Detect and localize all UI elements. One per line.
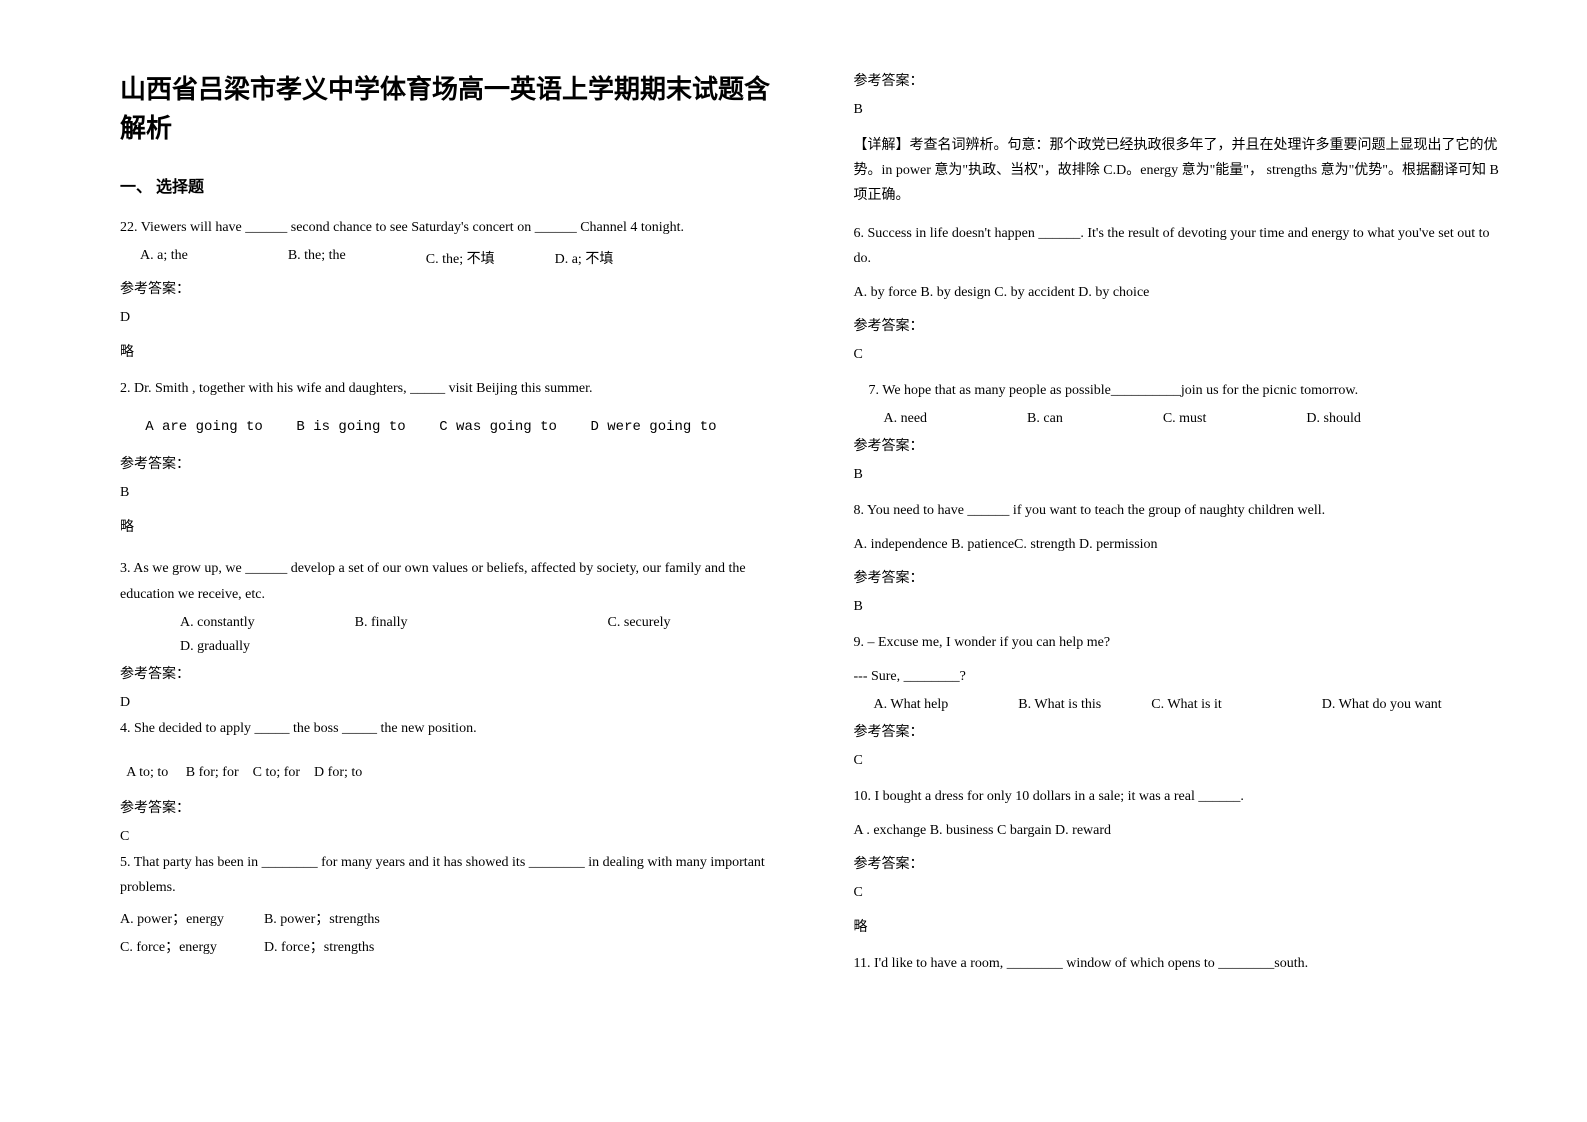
q3-opt-d: D. gradually <box>180 639 250 655</box>
q22-omitted: 略 <box>120 341 774 361</box>
q22-opt-b: B. the; the <box>288 248 346 268</box>
q2-answer: B <box>120 485 774 501</box>
q10-omitted: 略 <box>854 916 1508 936</box>
q5-explanation: 【详解】考查名词辨析。句意：那个政党已经执政很多年了，并且在处理许多重要问题上显… <box>854 133 1508 209</box>
question-7-options: A. need B. can C. must D. should <box>854 411 1508 427</box>
document-title: 山西省吕梁市孝义中学体育场高一英语上学期期末试题含解析 <box>120 70 774 148</box>
q7-opt-d: D. should <box>1306 411 1360 427</box>
q22-opt-a: A. a; the <box>140 248 188 268</box>
q3-opt-a: A. constantly <box>180 615 255 631</box>
q5-opt-c: C. force；energy <box>120 936 217 956</box>
q8-answer-label: 参考答案： <box>854 567 1508 587</box>
q7-answer-label: 参考答案： <box>854 435 1508 455</box>
q8-answer: B <box>854 599 1508 615</box>
q6-answer-label: 参考答案： <box>854 315 1508 335</box>
q4-answer: C <box>120 829 774 845</box>
q5-opt-b: B. power；strengths <box>264 908 380 928</box>
q7-answer: B <box>854 467 1508 483</box>
q3-answer-label: 参考答案： <box>120 663 774 683</box>
question-5-text: 5. That party has been in ________ for m… <box>120 850 774 900</box>
q3-answer: D <box>120 695 774 711</box>
q4-answer-label: 参考答案： <box>120 797 774 817</box>
question-4-options: A to; to B for; for C to; for D for; to <box>120 759 774 787</box>
q7-opt-b: B. can <box>1027 411 1063 427</box>
q22-opt-c: C. the; 不填 <box>426 248 495 268</box>
question-8-options: A. independence B. patienceC. strength D… <box>854 531 1508 559</box>
question-3-text: 3. As we grow up, we ______ develop a se… <box>120 556 774 606</box>
right-column: 参考答案： B 【详解】考查名词辨析。句意：那个政党已经执政很多年了，并且在处理… <box>814 70 1528 1082</box>
left-column: 山西省吕梁市孝义中学体育场高一英语上学期期末试题含解析 一、 选择题 22. V… <box>100 70 814 1082</box>
q2-omitted: 略 <box>120 516 774 536</box>
question-10-options: A . exchange B. business C bargain D. re… <box>854 817 1508 845</box>
question-22-text: 22. Viewers will have ______ second chan… <box>120 215 774 240</box>
q2-answer-label: 参考答案： <box>120 453 774 473</box>
q5-opt-a: A. power；energy <box>120 908 224 928</box>
q5-opt-d: D. force；strengths <box>264 936 374 956</box>
q9-opt-c: C. What is it <box>1151 697 1222 713</box>
question-10-text: 10. I bought a dress for only 10 dollars… <box>854 784 1508 809</box>
section-heading: 一、 选择题 <box>120 173 774 197</box>
q22-opt-d: D. a; 不填 <box>555 248 614 268</box>
q22-answer: D <box>120 310 774 326</box>
question-6-options: A. by force B. by design C. by accident … <box>854 279 1508 307</box>
question-5-options-row2: C. force；energy D. force；strengths <box>120 936 774 956</box>
q9-answer: C <box>854 753 1508 769</box>
q10-answer: C <box>854 885 1508 901</box>
q6-answer: C <box>854 347 1508 363</box>
question-3-options-row1: A. constantly B. finally C. securely <box>120 615 774 631</box>
q3-opt-c: C. securely <box>608 615 671 631</box>
question-7-text: 7. We hope that as many people as possib… <box>854 378 1508 403</box>
question-2-options: A are going to B is going to C was going… <box>120 419 774 435</box>
question-9-text1: 9. – Excuse me, I wonder if you can help… <box>854 630 1508 655</box>
question-22-options: A. a; the B. the; the C. the; 不填 D. a; 不… <box>120 248 774 268</box>
question-6-text: 6. Success in life doesn't happen ______… <box>854 221 1508 271</box>
q9-opt-d: D. What do you want <box>1322 697 1442 713</box>
question-4-text: 4. She decided to apply _____ the boss _… <box>120 716 774 741</box>
question-11-text: 11. I'd like to have a room, ________ wi… <box>854 951 1508 976</box>
q9-opt-a: A. What help <box>874 697 949 713</box>
question-9-text2: --- Sure, ________? <box>854 664 1508 689</box>
question-5-options-row1: A. power；energy B. power；strengths <box>120 908 774 928</box>
question-3-options-row2: D. gradually <box>120 639 774 655</box>
q9-opt-b: B. What is this <box>1018 697 1101 713</box>
question-9-options: A. What help B. What is this C. What is … <box>854 697 1508 713</box>
question-8-text: 8. You need to have ______ if you want t… <box>854 498 1508 523</box>
q9-answer-label: 参考答案： <box>854 721 1508 741</box>
q5-answer-label: 参考答案： <box>854 70 1508 90</box>
q10-answer-label: 参考答案： <box>854 853 1508 873</box>
q22-answer-label: 参考答案： <box>120 278 774 298</box>
q7-opt-a: A. need <box>884 411 928 427</box>
question-2-text: 2. Dr. Smith , together with his wife an… <box>120 376 774 401</box>
q3-opt-b: B. finally <box>355 615 408 631</box>
q5-answer: B <box>854 102 1508 118</box>
q7-opt-c: C. must <box>1163 411 1207 427</box>
